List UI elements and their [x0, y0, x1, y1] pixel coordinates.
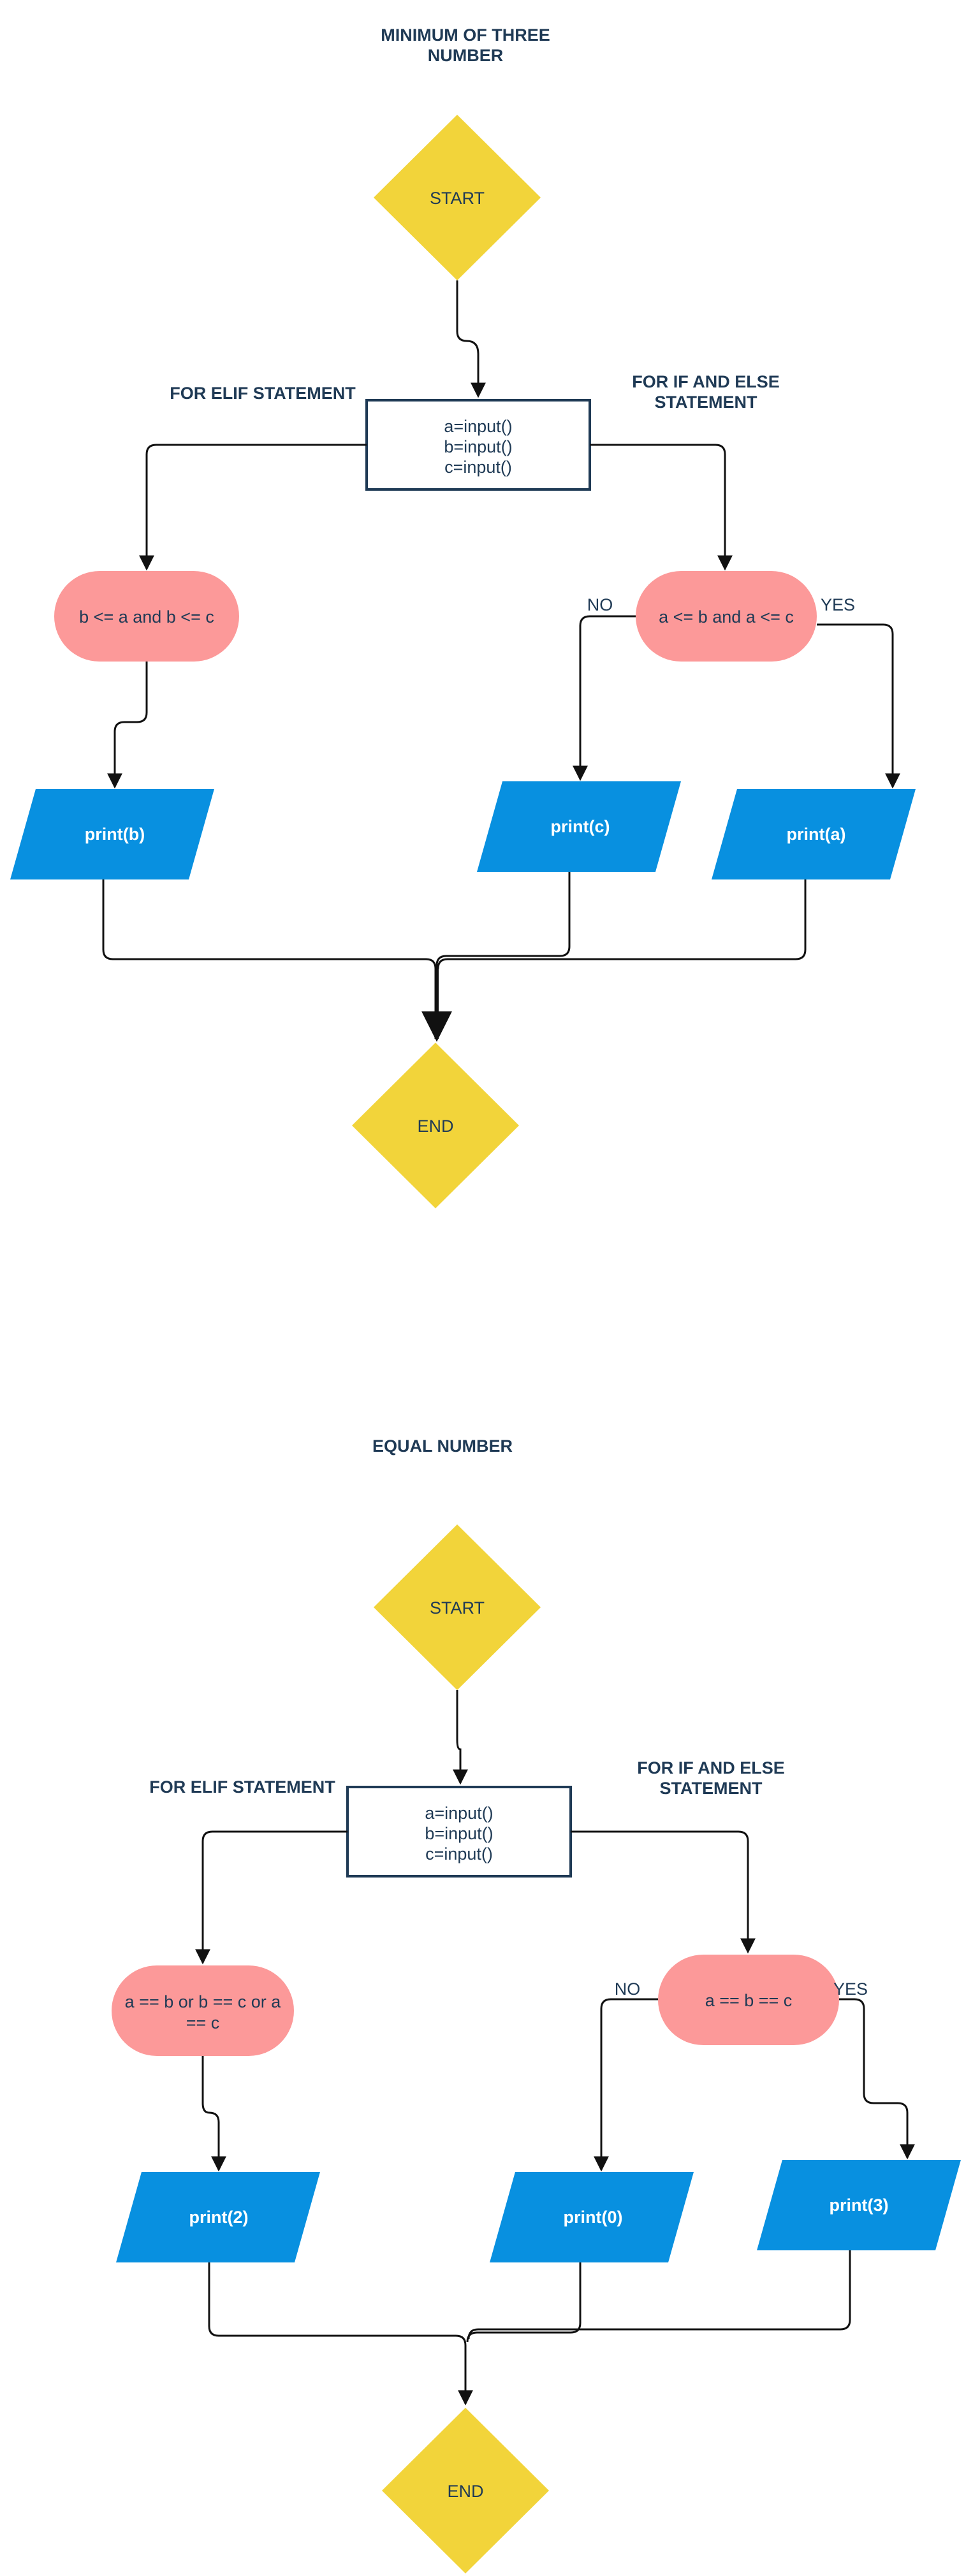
no-branch-label: NO — [615, 1979, 641, 1999]
edge-input-to-right-decision — [590, 444, 733, 571]
input-line-b: b=input() — [425, 1824, 493, 1843]
print-0-node[interactable]: print(0) — [490, 2172, 694, 2262]
decision-right-node[interactable]: a == b == c — [658, 1955, 839, 2045]
print-b-label: print(b) — [85, 825, 145, 844]
decision-right-node[interactable]: a <= b and a <= c — [636, 571, 817, 662]
decision-right-label: a == b == c — [705, 1991, 793, 2010]
decision-left-label-line1: a == b or b == c or a — [125, 1992, 282, 2011]
edge-start-to-input — [453, 1690, 468, 1785]
decision-left-pill — [54, 571, 239, 662]
decision-left-node[interactable]: b <= a and b <= c — [54, 571, 239, 662]
input-line-a: a=input() — [444, 417, 512, 436]
edge-left-decision-to-print-2 — [201, 2056, 226, 2172]
print-2-label: print(2) — [189, 2208, 249, 2227]
decision-right-label: a <= b and a <= c — [659, 607, 794, 626]
decision-left-pill — [112, 1965, 294, 2056]
print-0-shape — [490, 2172, 694, 2262]
print-c-node[interactable]: print(c) — [477, 781, 681, 872]
edge-print-c-to-end — [435, 872, 571, 966]
print-3-shape — [757, 2160, 961, 2250]
decision-left-label: b <= a and b <= c — [79, 607, 214, 626]
print-3-node[interactable]: print(3) — [757, 2160, 961, 2250]
end-node[interactable]: END — [352, 1043, 519, 1208]
edge-yes-to-print-a — [817, 623, 900, 789]
diagram1-title-line1: MINIMUM OF THREE — [381, 25, 550, 45]
edge-print-3-to-end — [467, 2250, 851, 2340]
input-line-a: a=input() — [425, 1804, 493, 1823]
end-diamond — [352, 1043, 519, 1208]
elif-statement-label: FOR ELIF STATEMENT — [149, 1777, 335, 1797]
diagram-equal-number: EQUAL NUMBER START FOR ELIF STATEMENT FO… — [112, 1436, 961, 2573]
print-b-node[interactable]: print(b) — [10, 789, 214, 879]
diagram2-title: EQUAL NUMBER — [372, 1436, 513, 1456]
input-line-b: b=input() — [444, 437, 512, 456]
start-diamond — [374, 1524, 541, 1690]
diagram1-title-line2: NUMBER — [428, 46, 504, 65]
ifelse-statement-label-line1: FOR IF AND ELSE — [637, 1758, 785, 1777]
edge-left-decision-to-print-b — [107, 662, 148, 789]
start-label: START — [430, 189, 485, 208]
input-process-node[interactable]: a=input() b=input() c=input() — [365, 399, 591, 491]
yes-branch-label: YES — [821, 595, 855, 614]
decision-right-pill — [636, 571, 817, 662]
print-3-label: print(3) — [830, 2196, 889, 2215]
print-a-node[interactable]: print(a) — [712, 789, 916, 879]
input-line-c: c=input() — [425, 1844, 493, 1863]
edge-yes-to-print-3 — [839, 1998, 915, 2160]
start-node[interactable]: START — [374, 115, 541, 280]
edge-start-to-input — [456, 280, 486, 398]
end-label: END — [447, 2482, 483, 2501]
yes-branch-label: YES — [833, 1979, 868, 1999]
input-line-c: c=input() — [444, 458, 512, 477]
elif-statement-label: FOR ELIF STATEMENT — [170, 384, 356, 403]
decision-left-label-line2: == c — [186, 2013, 220, 2032]
print-0-label: print(0) — [564, 2208, 623, 2227]
ifelse-statement-label-line2: STATEMENT — [660, 1779, 763, 1798]
end-diamond — [382, 2408, 549, 2573]
edge-print-b-to-end — [102, 879, 437, 1039]
edge-input-to-left-decision — [139, 444, 367, 571]
end-node[interactable]: END — [382, 2408, 549, 2573]
decision-right-pill — [658, 1955, 839, 2045]
start-node[interactable]: START — [374, 1524, 541, 1690]
start-label: START — [430, 1598, 485, 1617]
start-diamond — [374, 115, 541, 280]
input-process-node[interactable]: a=input() b=input() c=input() — [346, 1786, 572, 1878]
edge-input-to-right-decision — [571, 1830, 756, 1954]
edge-no-to-print-0 — [594, 1998, 658, 2172]
print-c-label: print(c) — [551, 817, 610, 836]
ifelse-statement-label-line1: FOR IF AND ELSE — [632, 372, 780, 391]
print-a-shape — [712, 789, 916, 879]
decision-left-node[interactable]: a == b or b == c or a == c — [112, 1965, 294, 2056]
print-a-label: print(a) — [787, 825, 846, 844]
no-branch-label: NO — [587, 595, 613, 614]
edge-print-a-to-end — [437, 879, 807, 969]
print-c-shape — [477, 781, 681, 872]
ifelse-statement-label-line2: STATEMENT — [655, 393, 757, 412]
print-2-node[interactable]: print(2) — [116, 2172, 320, 2262]
end-label: END — [417, 1117, 453, 1136]
print-2-shape — [116, 2172, 320, 2262]
edge-input-to-left-decision — [195, 1830, 348, 1965]
edge-print-2-to-end — [208, 2262, 473, 2406]
diagram-minimum-of-three: MINIMUM OF THREE NUMBER START FOR ELIF S… — [10, 25, 916, 1208]
edge-no-to-print-c — [573, 615, 636, 781]
print-b-shape — [10, 789, 214, 879]
